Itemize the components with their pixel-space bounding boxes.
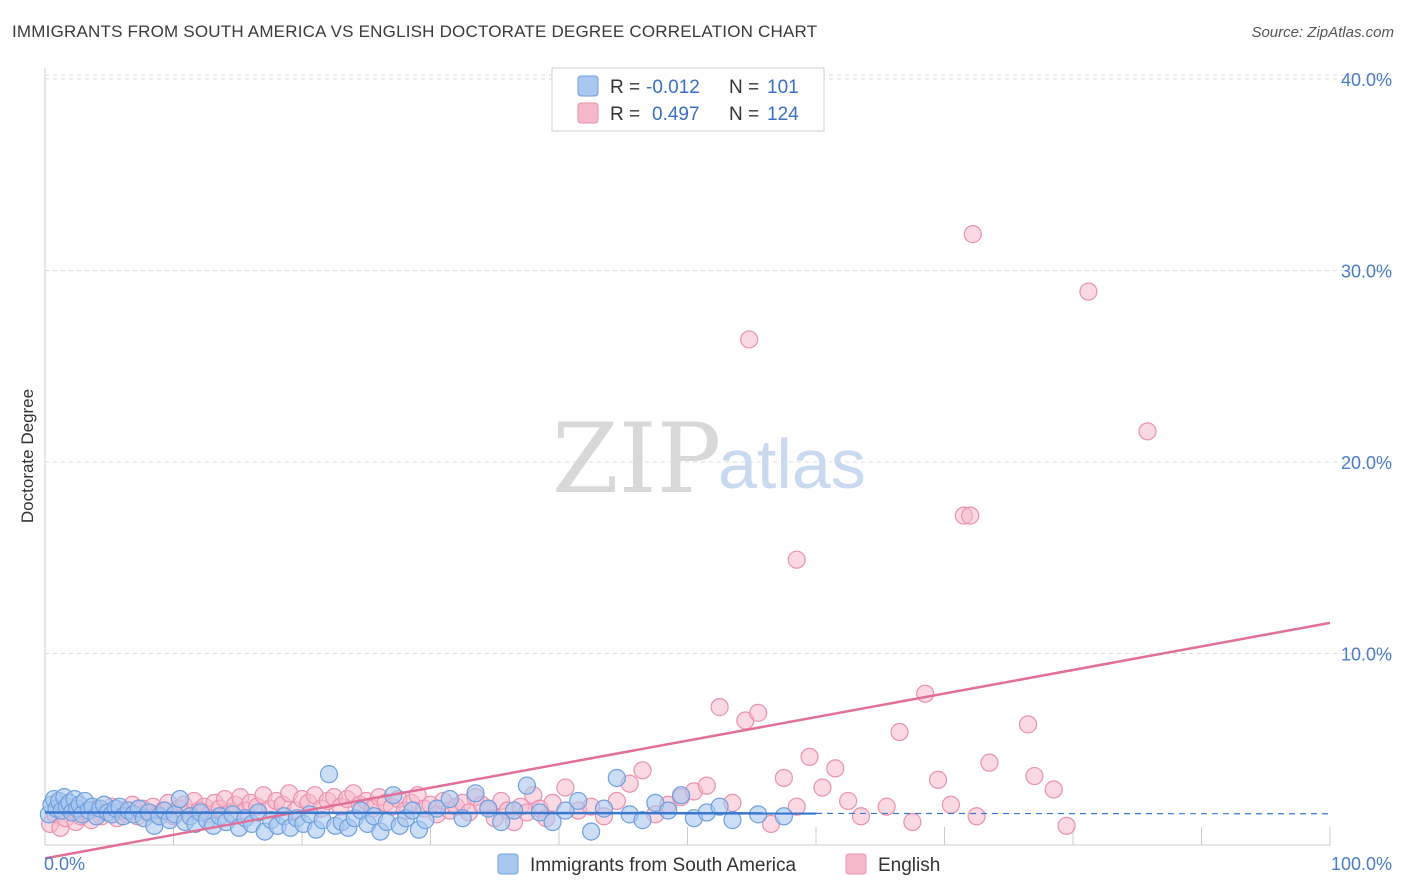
immigrants-point (504, 801, 524, 820)
english-point (1018, 715, 1038, 734)
english-point (851, 807, 871, 826)
english-point (963, 225, 982, 244)
english-point (556, 778, 575, 797)
legend-r-label-blue: R = (610, 77, 640, 98)
english-point (967, 807, 986, 826)
immigrants-point (582, 822, 601, 841)
watermark-zip: ZIP (552, 403, 721, 515)
immigrants-point (416, 811, 435, 830)
legend-swatch-pink (577, 102, 599, 124)
english-point (1079, 282, 1098, 301)
english-point (826, 759, 845, 778)
legend-r-value-pink: 0.497 (652, 104, 700, 125)
english-point (710, 698, 729, 717)
legend-n-label-pink: N = (729, 104, 759, 125)
legend-n-value-blue: 101 (767, 77, 799, 98)
y-axis-label: Doctorate Degree (18, 389, 37, 523)
immigrants-point (479, 799, 498, 818)
series-legend: Immigrants from South America English (497, 853, 940, 876)
bottom-legend-label-pink: English (878, 855, 940, 876)
immigrants-point (594, 799, 614, 818)
english-point (916, 684, 935, 703)
bottom-legend-swatch-pink (845, 853, 867, 875)
immigrants-points (39, 765, 793, 841)
english-point (839, 791, 858, 811)
english-point (774, 768, 793, 788)
english-trend-line (44, 621, 1331, 860)
english-point (928, 770, 948, 789)
x-tick-label-max: 100.0% (1331, 854, 1392, 874)
bottom-legend-swatch-blue (497, 853, 519, 875)
english-point (877, 797, 896, 816)
immigrants-point (170, 789, 190, 809)
english-point (1044, 780, 1063, 799)
english-point (697, 776, 716, 795)
immigrants-point (633, 811, 652, 830)
immigrants-point (517, 776, 536, 795)
immigrants-point (466, 784, 485, 803)
legend-n-value-pink: 124 (767, 104, 799, 125)
chart-title: IMMIGRANTS FROM SOUTH AMERICA VS ENGLISH… (12, 22, 818, 41)
legend-r-label-pink: R = (610, 104, 640, 125)
correlation-legend: R = -0.012 N = 101 R = 0.497 N = 124 (551, 67, 825, 132)
immigrants-point (659, 801, 678, 820)
trend-lines (44, 621, 1331, 860)
y-tick-label-30: 30.0% (1341, 262, 1392, 282)
english-point (903, 812, 922, 832)
english-point (813, 778, 832, 797)
english-point (633, 761, 652, 780)
english-point (961, 506, 980, 525)
english-point (800, 747, 819, 767)
immigrants-point (556, 801, 575, 820)
immigrants-point (607, 768, 626, 788)
english-point (890, 722, 909, 742)
source-label: Source: ZipAtlas.com (1251, 24, 1394, 41)
english-point (787, 797, 806, 816)
x-tick-label-min: 0.0% (44, 854, 85, 874)
english-point (941, 795, 961, 814)
gridlines (45, 74, 1392, 654)
watermark-atlas: atlas (718, 425, 866, 503)
immigrants-point (403, 801, 422, 820)
legend-swatch-blue (577, 75, 599, 97)
bottom-legend-label-blue: Immigrants from South America (530, 855, 797, 876)
english-points (41, 225, 1157, 837)
immigrants-point (319, 765, 339, 784)
y-tick-label-20: 20.0% (1341, 453, 1392, 473)
english-point (740, 330, 759, 349)
immigrants-point (774, 807, 793, 826)
y-tick-label-10: 10.0% (1341, 645, 1392, 665)
immigrants-point (710, 797, 729, 816)
immigrants-point (723, 811, 742, 830)
legend-n-label-blue: N = (729, 77, 759, 98)
english-point (749, 703, 768, 722)
english-point (1057, 816, 1076, 835)
immigrants-point (440, 789, 459, 809)
legend-r-value-blue: -0.012 (646, 77, 700, 98)
immigrants-point (671, 786, 691, 805)
english-point (1138, 422, 1157, 441)
immigrants-trend-line (44, 811, 817, 815)
english-point (787, 550, 806, 569)
english-point (1025, 766, 1044, 786)
english-point (980, 753, 999, 772)
y-axis-tick-labels: 10.0% 20.0% 30.0% 40.0% (1341, 70, 1392, 665)
y-tick-label-40: 40.0% (1341, 70, 1392, 90)
immigrants-point (569, 791, 588, 811)
watermark: ZIP atlas (552, 403, 866, 515)
